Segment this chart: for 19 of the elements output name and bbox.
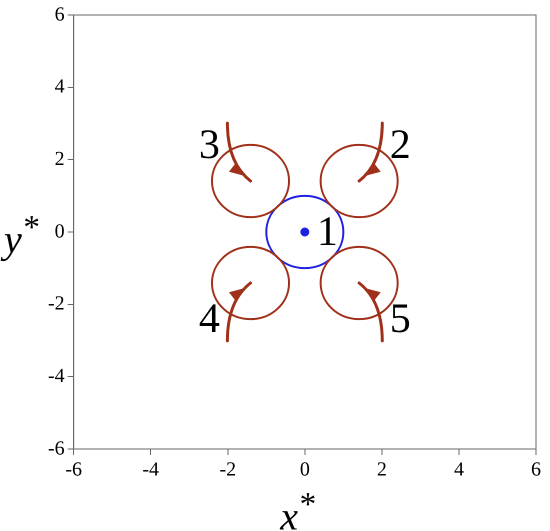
x-tick-label: 6 (531, 458, 541, 480)
y-tick-label: -4 (48, 364, 65, 387)
x-tick-label: 2 (376, 458, 387, 480)
y-tick-label: 2 (54, 148, 65, 170)
y-tick-label: -2 (48, 292, 65, 315)
x-tick-label: -2 (219, 458, 236, 480)
x-tick-label: 0 (300, 458, 310, 480)
y-tick-label: 4 (54, 76, 65, 98)
annotation: 2 (390, 122, 411, 168)
x-tick-label: -4 (142, 458, 160, 480)
y-tick-label: -6 (48, 437, 65, 460)
annotation: 4 (198, 296, 220, 342)
annotation: 3 (198, 122, 220, 168)
x-axis-title: x$^{*}$ (278, 485, 316, 531)
y-tick-label: 6 (54, 3, 65, 26)
annotation: 5 (390, 296, 411, 342)
x-tick-label: 4 (454, 458, 464, 480)
annotation: 1 (316, 209, 338, 255)
y-tick-label: 0 (54, 220, 65, 242)
